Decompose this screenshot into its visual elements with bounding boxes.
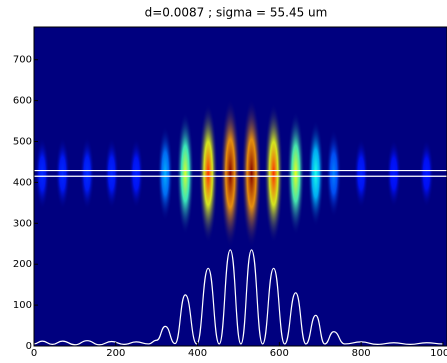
x-tick-label: 400 bbox=[188, 348, 207, 359]
fringe bbox=[157, 125, 173, 222]
fringe bbox=[198, 103, 218, 244]
x-tick-label: 0 bbox=[31, 348, 37, 359]
y-tick-label: 700 bbox=[13, 55, 32, 66]
x-tick-label: 800 bbox=[352, 348, 371, 359]
y-tick-label: 600 bbox=[13, 96, 32, 107]
fringe bbox=[419, 139, 434, 208]
fringe bbox=[241, 98, 262, 249]
fringe bbox=[264, 103, 284, 244]
fringe bbox=[386, 139, 401, 208]
fringe bbox=[104, 137, 119, 210]
y-tick-label: 400 bbox=[13, 177, 32, 188]
x-tick-label: 1000 bbox=[430, 348, 447, 359]
fringe bbox=[220, 98, 241, 249]
fringe bbox=[55, 137, 70, 210]
y-tick-label: 0 bbox=[26, 341, 32, 352]
y-tick-label: 100 bbox=[13, 300, 32, 311]
fringe bbox=[326, 129, 342, 218]
heatmap-background bbox=[34, 27, 447, 346]
plot-frame bbox=[33, 26, 447, 347]
y-tick-label: 300 bbox=[13, 218, 32, 229]
fringe bbox=[176, 111, 194, 235]
y-tick-label: 200 bbox=[13, 259, 32, 270]
fringe bbox=[354, 138, 369, 209]
profile-line bbox=[33, 249, 443, 346]
fringe bbox=[129, 138, 144, 209]
x-tick-label: 600 bbox=[270, 348, 289, 359]
fringe bbox=[79, 136, 95, 211]
fringe bbox=[35, 137, 50, 210]
fringe bbox=[287, 111, 305, 236]
fringe bbox=[307, 120, 324, 227]
y-tick-label: 500 bbox=[13, 137, 32, 148]
chart-title: d=0.0087 ; sigma = 55.45 um bbox=[145, 6, 328, 20]
x-tick-label: 200 bbox=[106, 348, 125, 359]
